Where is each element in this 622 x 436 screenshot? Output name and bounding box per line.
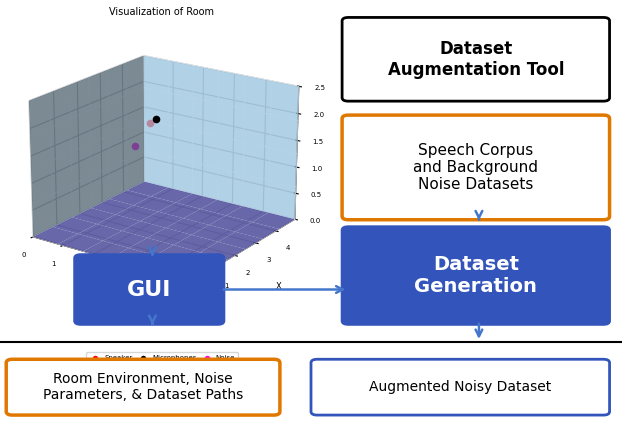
Text: Augmented Noisy Dataset: Augmented Noisy Dataset (369, 380, 552, 394)
Title: Visualization of Room: Visualization of Room (109, 7, 214, 17)
Legend: Speaker, Microphones, Noise: Speaker, Microphones, Noise (85, 352, 238, 364)
FancyBboxPatch shape (75, 255, 224, 324)
FancyBboxPatch shape (342, 115, 610, 220)
Text: Dataset
Augmentation Tool: Dataset Augmentation Tool (388, 40, 564, 78)
FancyBboxPatch shape (311, 359, 610, 415)
Text: Speech Corpus
and Background
Noise Datasets: Speech Corpus and Background Noise Datas… (414, 143, 538, 192)
FancyBboxPatch shape (342, 227, 610, 324)
X-axis label: Y: Y (82, 296, 87, 305)
Text: GUI: GUI (127, 279, 172, 300)
Text: Dataset
Generation: Dataset Generation (414, 255, 537, 296)
FancyBboxPatch shape (6, 359, 280, 415)
Text: Room Environment, Noise
Parameters, & Dataset Paths: Room Environment, Noise Parameters, & Da… (43, 372, 243, 402)
Y-axis label: X: X (276, 282, 282, 291)
FancyBboxPatch shape (342, 17, 610, 101)
